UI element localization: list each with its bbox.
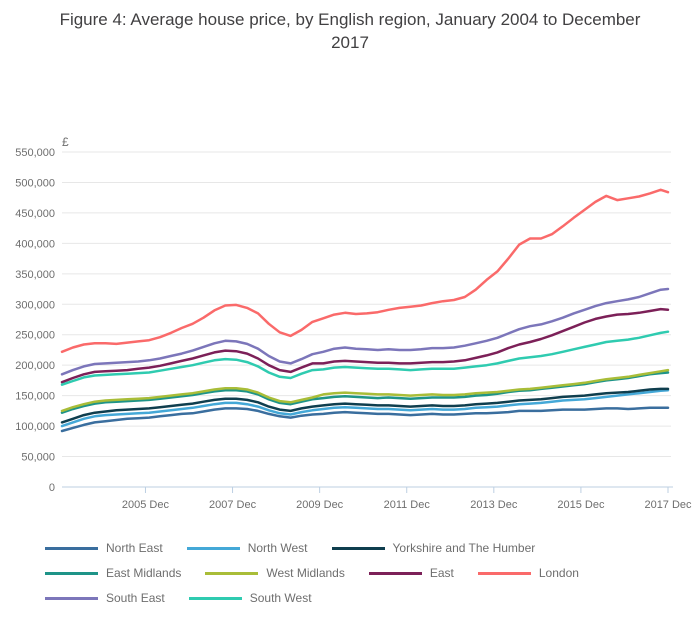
legend-label-yorkshire-and-the-humber: Yorkshire and The Humber — [392, 541, 536, 555]
series-line-east — [60, 307, 670, 384]
series-line-south-east — [60, 287, 670, 376]
legend-label-east-midlands: East Midlands — [106, 566, 182, 580]
series-line-yorkshire-and-the-humber — [60, 387, 670, 424]
y-tick-label: 150,000 — [15, 391, 55, 403]
legend-item-south-east[interactable]: South East — [45, 591, 165, 605]
legend-item-east-midlands[interactable]: East Midlands — [45, 566, 181, 580]
x-tick-label: 2017 Dec — [644, 499, 692, 511]
y-tick-label: 500,000 — [15, 177, 55, 189]
house-price-chart-svg: 0 50,000 100,000 150,000 200,000 250,000 300,0… — [15, 135, 692, 511]
series-line-west-midlands — [60, 368, 670, 413]
legend-item-west-midlands[interactable]: West Midlands — [205, 566, 345, 580]
legend-swatch-south-east — [45, 596, 98, 600]
legend-label-south-west: South West — [249, 591, 312, 605]
legend-label-north-west: North West — [247, 541, 308, 555]
y-tick-label: 50,000 — [21, 452, 55, 464]
legend-label-london: London — [538, 566, 579, 580]
y-tick-label: 200,000 — [15, 360, 55, 372]
series-line-london — [60, 188, 670, 354]
y-tick-label: 350,000 — [15, 269, 55, 281]
legend-item-north-east[interactable]: North East — [45, 541, 163, 555]
y-tick-label: 100,000 — [15, 421, 55, 433]
legend-item-east[interactable]: East — [368, 566, 454, 580]
x-tick-label: 2007 Dec — [209, 499, 257, 511]
legend-swatch-north-east — [45, 546, 98, 550]
legend-swatch-east-midlands — [45, 571, 98, 575]
y-tick-label: 250,000 — [15, 330, 55, 342]
y-axis-unit-label: £ — [62, 135, 69, 149]
legend-item-north-west[interactable]: North West — [186, 541, 308, 555]
series-line-north-east — [60, 406, 670, 433]
legend-swatch-london — [477, 571, 531, 575]
series-line-north-west — [60, 388, 670, 428]
legend: North East North West Yorkshire and The Hu… — [45, 541, 670, 605]
y-tick-label: 300,000 — [15, 299, 55, 311]
legend-label-north-east: North East — [106, 541, 163, 555]
legend-item-london[interactable]: London — [477, 566, 579, 580]
legend-swatch-west-midlands — [205, 571, 259, 575]
legend-item-yorkshire-and-the-humber[interactable]: Yorkshire and The Humber — [331, 541, 536, 555]
legend-swatch-yorkshire-and-the-humber — [331, 546, 385, 550]
series-line-south-west — [60, 330, 670, 386]
y-tick-label: 550,000 — [15, 147, 55, 159]
chart-title: Figure 4: Average house price, by Englis… — [59, 10, 641, 53]
x-tick-label: 2015 Dec — [557, 499, 605, 511]
legend-label-east: East — [429, 566, 454, 580]
legend-label-south-east: South East — [106, 591, 165, 605]
x-tick-label: 2013 Dec — [470, 499, 518, 511]
x-tick-label: 2009 Dec — [296, 499, 344, 511]
x-tick-label: 2005 Dec — [122, 499, 170, 511]
legend-item-south-west[interactable]: South West — [188, 591, 312, 605]
legend-swatch-south-west — [188, 596, 242, 600]
x-tick-label: 2011 Dec — [384, 499, 431, 511]
legend-swatch-north-west — [186, 546, 240, 550]
y-tick-label: 450,000 — [15, 208, 55, 220]
y-tick-label: 0 — [49, 482, 55, 494]
legend-swatch-east — [368, 571, 422, 575]
legend-label-west-midlands: West Midlands — [266, 566, 345, 580]
y-tick-label: 400,000 — [15, 238, 55, 250]
